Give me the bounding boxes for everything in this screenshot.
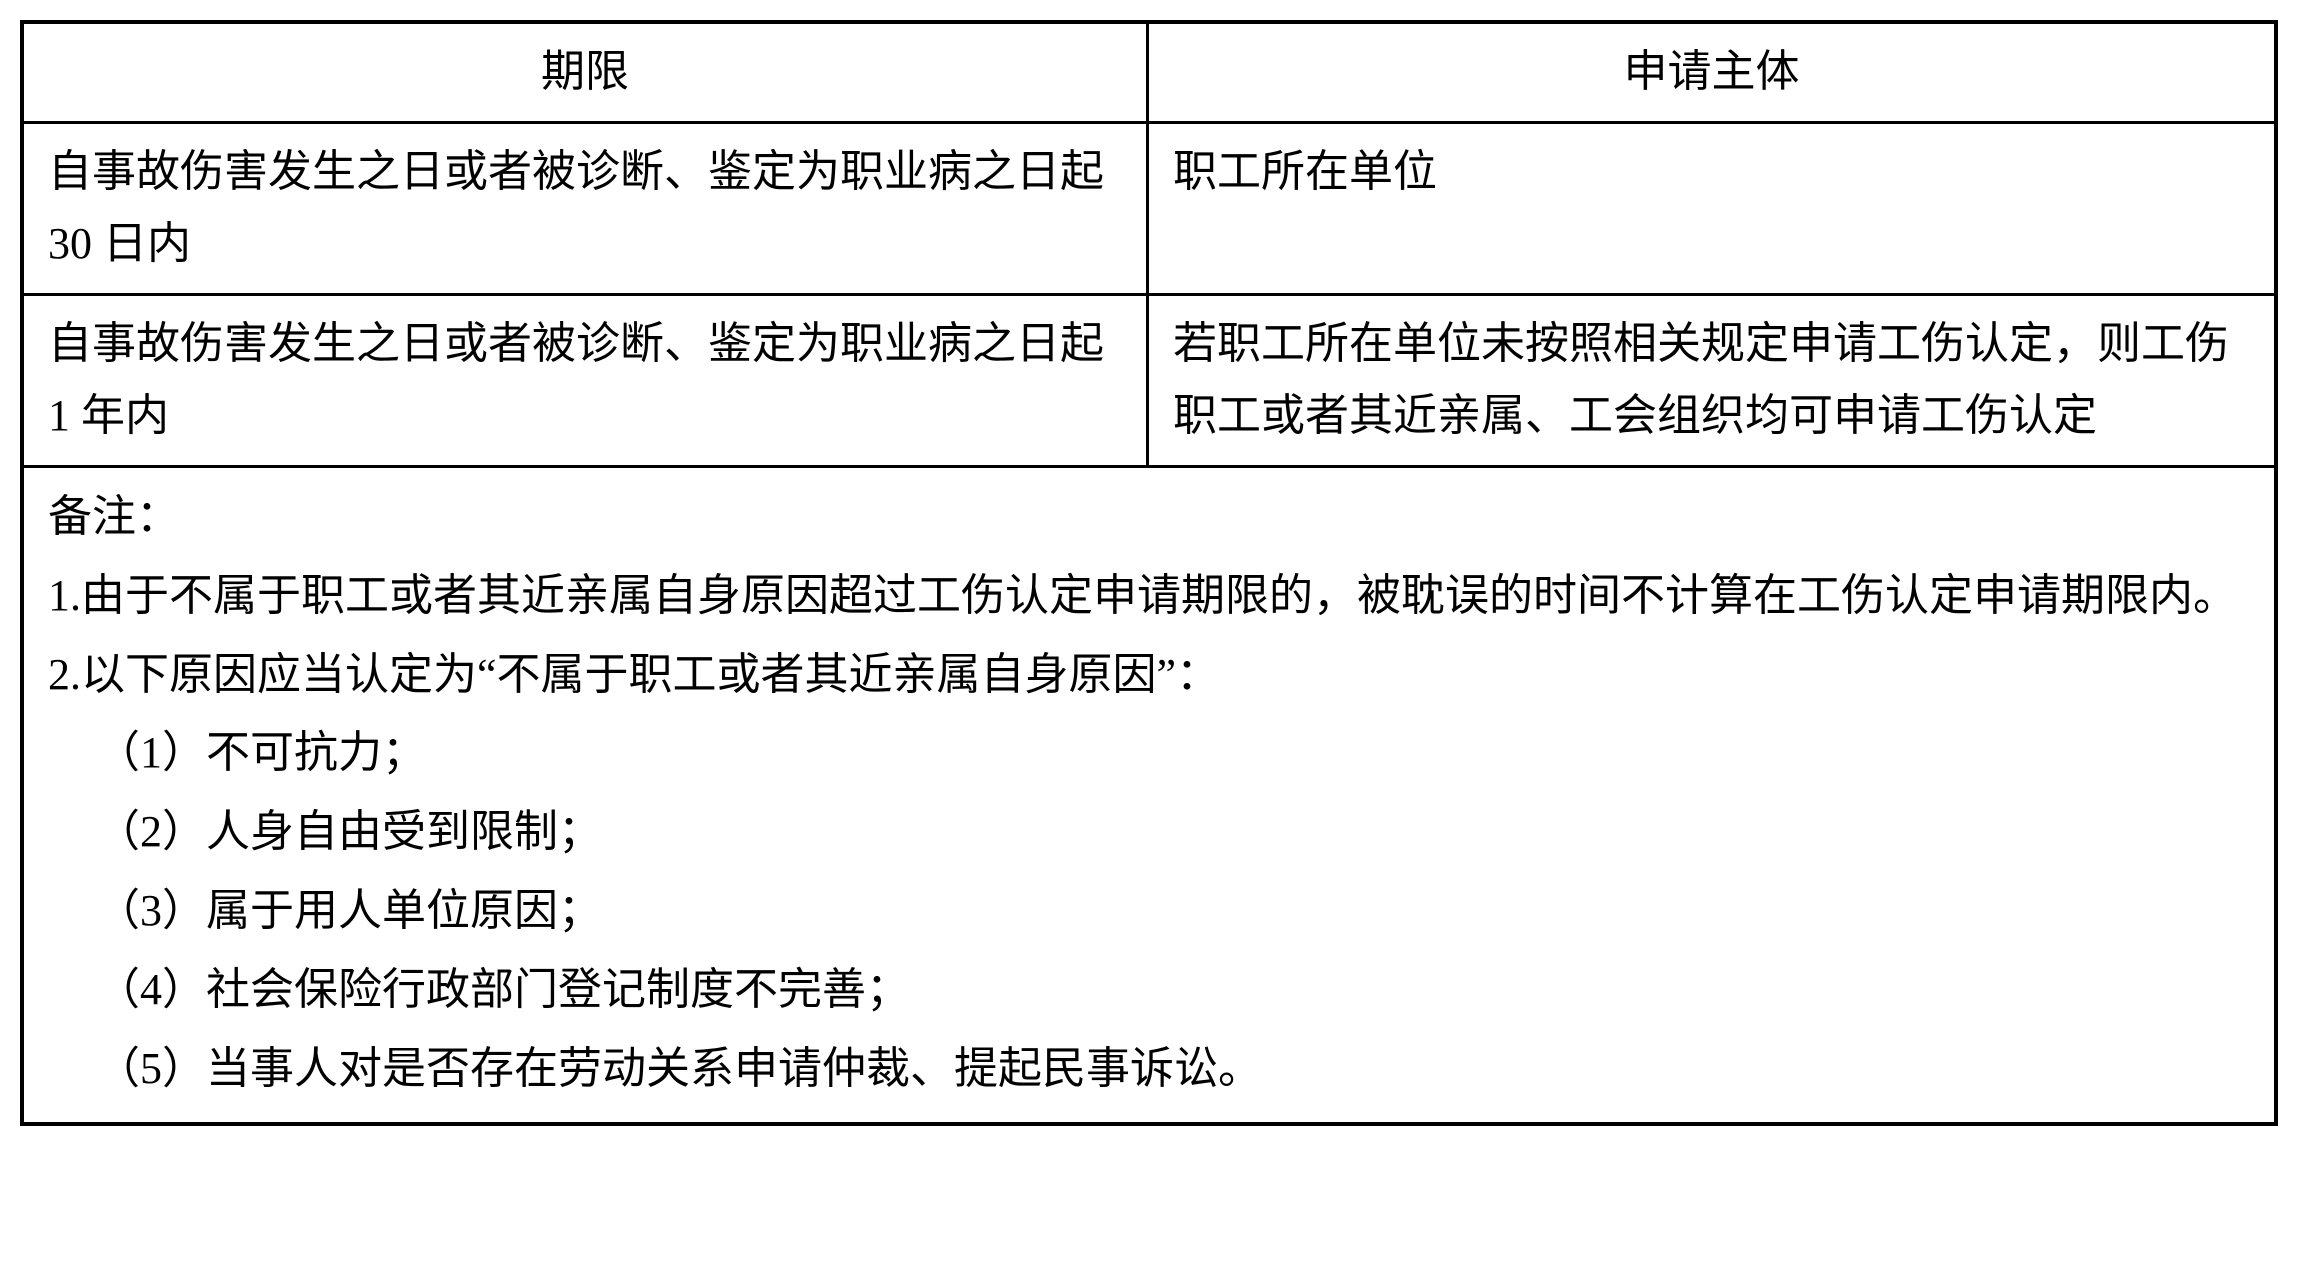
- note-subitem-1: （1）不可抗力；: [48, 716, 2250, 791]
- notes-cell: 备注： 1.由于不属于职工或者其近亲属自身原因超过工伤认定申请期限的，被耽误的时…: [24, 468, 2274, 1122]
- table-row: 自事故伤害发生之日或者被诊断、鉴定为职业病之日起 1 年内 若职工所在单位未按照…: [24, 296, 2274, 468]
- row2-col1: 自事故伤害发生之日或者被诊断、鉴定为职业病之日起 1 年内: [24, 296, 1149, 465]
- note-item-2: 2.以下原因应当认定为“不属于职工或者其近亲属自身原因”：: [48, 638, 2250, 713]
- table-header-row: 期限 申请主体: [24, 24, 2274, 124]
- note-item-1: 1.由于不属于职工或者其近亲属自身原因超过工伤认定申请期限的，被耽误的时间不计算…: [48, 559, 2250, 634]
- notes-label: 备注：: [48, 480, 2250, 555]
- header-col2: 申请主体: [1149, 24, 2274, 121]
- document-table: 期限 申请主体 自事故伤害发生之日或者被诊断、鉴定为职业病之日起 30 日内 职…: [20, 20, 2278, 1126]
- header-col1: 期限: [24, 24, 1149, 121]
- note-subitem-5: （5）当事人对是否存在劳动关系申请仲裁、提起民事诉讼。: [48, 1032, 2250, 1107]
- note-subitem-3: （3）属于用人单位原因；: [48, 874, 2250, 949]
- row2-col2: 若职工所在单位未按照相关规定申请工伤认定，则工伤职工或者其近亲属、工会组织均可申…: [1149, 296, 2274, 465]
- table-row: 自事故伤害发生之日或者被诊断、鉴定为职业病之日起 30 日内 职工所在单位: [24, 124, 2274, 296]
- row1-col2: 职工所在单位: [1149, 124, 2274, 293]
- note-subitem-4: （4）社会保险行政部门登记制度不完善；: [48, 953, 2250, 1028]
- row1-col1: 自事故伤害发生之日或者被诊断、鉴定为职业病之日起 30 日内: [24, 124, 1149, 293]
- note-subitem-2: （2）人身自由受到限制；: [48, 795, 2250, 870]
- table-notes-row: 备注： 1.由于不属于职工或者其近亲属自身原因超过工伤认定申请期限的，被耽误的时…: [24, 468, 2274, 1122]
